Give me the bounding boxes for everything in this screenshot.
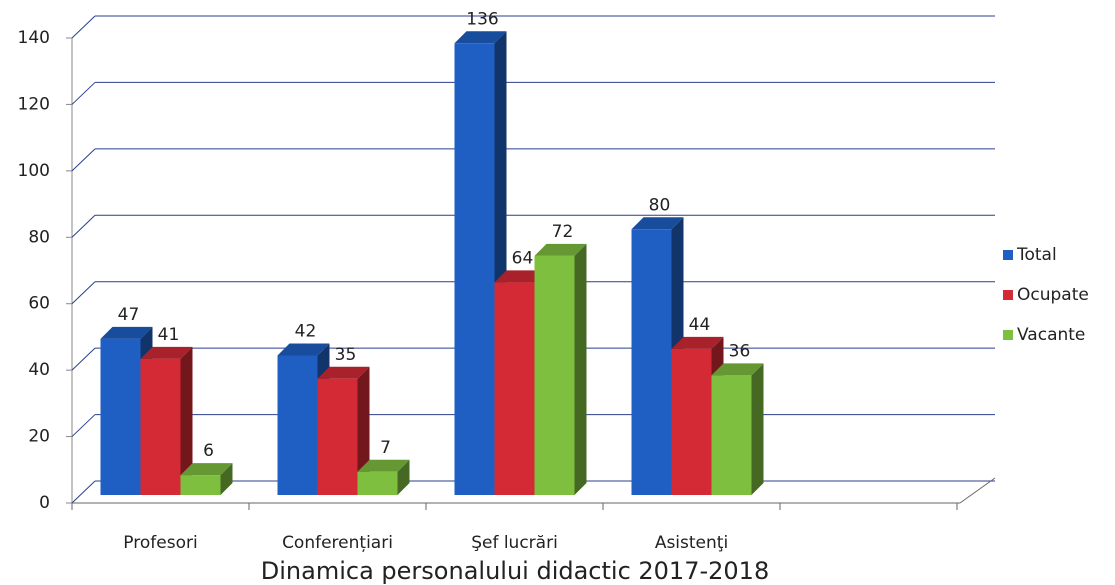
- bar: [357, 459, 410, 495]
- bar-face: [317, 378, 358, 495]
- data-label: 36: [729, 341, 751, 361]
- bar-face: [574, 243, 587, 495]
- grid-line: [71, 148, 96, 172]
- bar-face: [711, 363, 764, 376]
- bar-face: [180, 463, 233, 476]
- bar-face: [494, 282, 535, 495]
- data-label: 35: [335, 345, 357, 365]
- bar-face: [397, 459, 410, 495]
- x-tick-label: Profesori: [123, 533, 197, 553]
- data-label: 136: [466, 9, 498, 29]
- bar-face: [631, 229, 672, 496]
- legend-label: Total: [1016, 245, 1057, 265]
- chart-title: Dinamica personalului didactic 2017-2018: [261, 557, 769, 585]
- bar-face: [494, 270, 547, 283]
- bar-face: [751, 363, 764, 495]
- bar-face: [180, 475, 221, 495]
- grid-line: [71, 281, 96, 305]
- bar-face: [357, 459, 410, 472]
- grid-line: [71, 15, 96, 39]
- bar-face: [534, 255, 575, 495]
- bar: [140, 346, 193, 495]
- bar-face: [277, 355, 318, 495]
- x-tick-label: Asistenţi: [655, 533, 728, 553]
- data-label: 41: [158, 325, 180, 345]
- bar-face: [180, 346, 193, 495]
- bar-face: [534, 243, 587, 256]
- bar-face: [454, 43, 495, 496]
- data-label: 44: [689, 315, 711, 335]
- bar-face: [631, 217, 684, 230]
- bar: [180, 463, 233, 495]
- bar-face: [277, 343, 330, 356]
- data-label: 80: [649, 195, 671, 215]
- legend-swatch: [1003, 330, 1013, 340]
- bar-face: [711, 375, 752, 495]
- bar-face: [671, 348, 712, 495]
- grid-line: [71, 480, 96, 504]
- bar-face: [220, 463, 233, 495]
- bar-face: [140, 358, 181, 495]
- legend-swatch: [1003, 250, 1013, 260]
- bar-face: [357, 471, 398, 495]
- bar-face: [317, 366, 370, 379]
- y-tick-label: 20: [28, 427, 50, 447]
- legend-label: Ocupate: [1017, 285, 1089, 305]
- bar-face: [100, 326, 153, 339]
- x-tick-label: Conferențiari: [282, 533, 393, 553]
- y-tick-label: 60: [28, 294, 50, 314]
- bar-face: [454, 31, 507, 44]
- y-tick-label: 0: [39, 493, 50, 513]
- y-tick-label: 100: [18, 161, 50, 181]
- bar-face: [100, 338, 141, 495]
- bar: [711, 363, 764, 495]
- grid-line: [71, 347, 96, 371]
- legend-swatch: [1003, 290, 1013, 300]
- grid-line: [71, 414, 96, 437]
- bar: [534, 243, 587, 495]
- data-label: 72: [552, 222, 574, 242]
- y-tick-label: 80: [28, 227, 50, 247]
- y-tick-label: 140: [18, 28, 50, 48]
- grid-line: [71, 214, 96, 238]
- data-label: 6: [203, 441, 214, 461]
- floor-side: [959, 477, 996, 504]
- data-label: 42: [295, 322, 317, 342]
- x-tick-label: Şef lucrări: [471, 533, 558, 553]
- legend-label: Vacante: [1017, 325, 1085, 345]
- grid-line: [71, 82, 96, 105]
- bar-face: [140, 346, 193, 359]
- bar-face: [671, 336, 724, 349]
- data-label: 64: [512, 248, 534, 268]
- data-label: 7: [380, 438, 391, 458]
- y-tick-label: 40: [28, 360, 50, 380]
- data-label: 47: [118, 305, 140, 325]
- y-tick-label: 120: [18, 94, 50, 114]
